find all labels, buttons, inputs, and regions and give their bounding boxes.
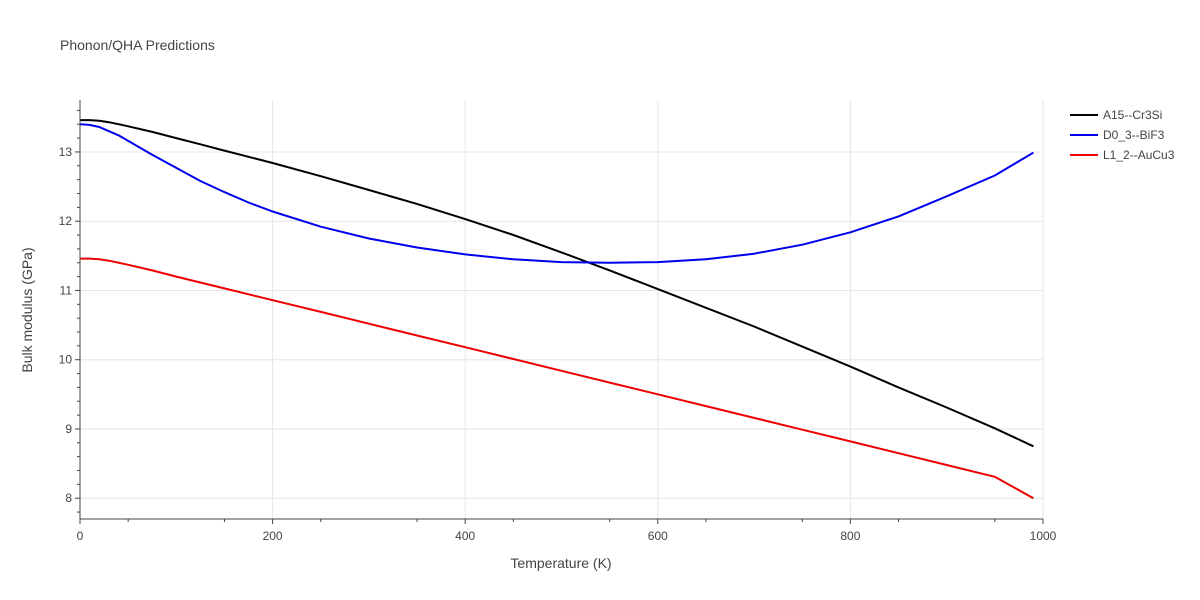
x-tick-label: 0: [77, 529, 84, 543]
x-tick-label: 800: [840, 529, 860, 543]
x-tick-label: 1000: [1030, 529, 1057, 543]
legend-item[interactable]: L1_2--AuCu3: [1070, 148, 1175, 162]
x-tick-label: 200: [263, 529, 283, 543]
y-tick-label: 9: [65, 422, 72, 436]
legend-label: A15--Cr3Si: [1103, 108, 1162, 122]
axis-layer: 0 200 400 600 800 1000 8 9 10 11 12 13: [59, 100, 1057, 543]
y-tick-label: 10: [59, 353, 73, 367]
grid-layer: [80, 100, 1044, 519]
y-tick-label: 13: [59, 145, 73, 159]
series-line-2: [80, 257, 1034, 500]
chart-title: Phonon/QHA Predictions: [60, 37, 215, 53]
legend-item[interactable]: A15--Cr3Si: [1070, 108, 1162, 122]
x-axis-title: Temperature (K): [510, 555, 611, 571]
y-tick-label: 8: [65, 491, 72, 505]
legend-item[interactable]: D0_3--BiF3: [1070, 128, 1165, 142]
y-tick-label: 11: [60, 283, 73, 297]
y-tick-label: 12: [59, 214, 73, 228]
series-line-0: [80, 119, 1034, 448]
legend[interactable]: A15--Cr3Si D0_3--BiF3 L1_2--AuCu3: [1070, 108, 1175, 162]
x-tick-label: 600: [648, 529, 668, 543]
series-line-1: [79, 123, 1034, 264]
legend-label: L1_2--AuCu3: [1103, 148, 1175, 162]
series-layer: [79, 119, 1034, 500]
x-tick-label: 400: [455, 529, 475, 543]
legend-label: D0_3--BiF3: [1103, 128, 1165, 142]
y-axis-title: Bulk modulus (GPa): [19, 247, 35, 372]
